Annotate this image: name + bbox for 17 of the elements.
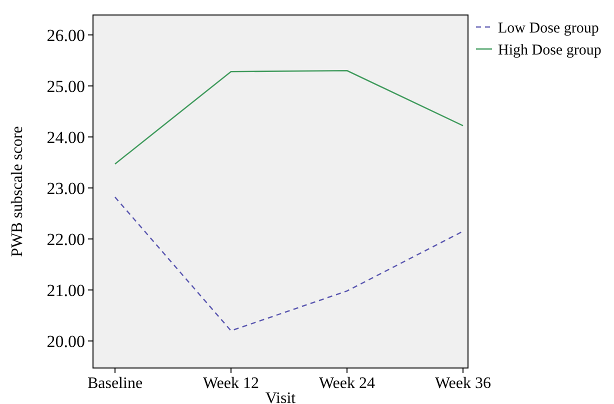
y-tick-label: 20.00 [46,332,85,351]
line-series [114,196,464,332]
y-tick-label: 23.00 [46,178,85,198]
y-tick-label: 22.00 [46,230,85,249]
x-tick-label: Week 24 [318,375,376,392]
x-tick-label: Week 36 [434,375,492,392]
legend-label: Low Dose group [498,20,599,36]
x-tick-label: Week 12 [202,375,260,392]
y-axis-title: PWB subscale score [9,126,26,257]
y-tick-label: 25.00 [46,76,85,96]
x-tick-label: Baseline [87,375,143,392]
line-series [114,70,464,165]
y-tick-label: 26.00 [46,26,85,45]
y-tick-label: 21.00 [46,280,85,300]
y-tick-label: 24.00 [46,128,85,147]
legend-label: High Dose group [498,42,602,58]
x-axis-title: Visit [265,390,296,404]
